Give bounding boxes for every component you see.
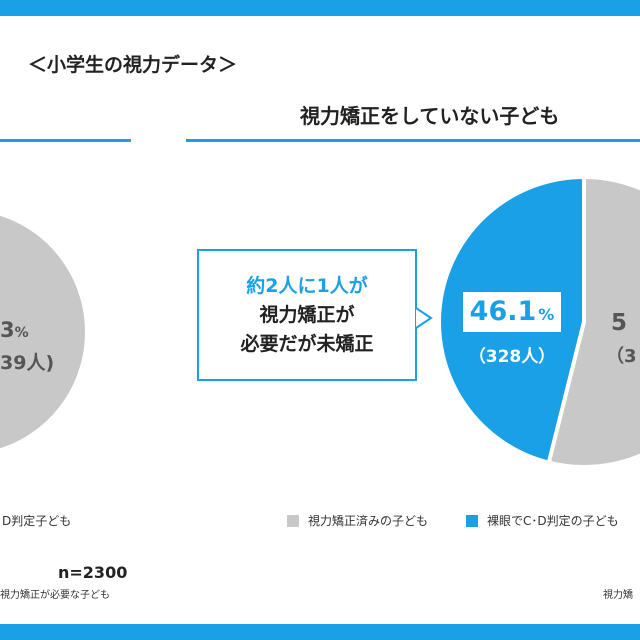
callout-line-1: 約2人に1人が: [246, 275, 368, 297]
right-title-rule: [186, 139, 640, 142]
left-legend-item: D判定子ども: [2, 512, 71, 529]
top-accent-bar: [0, 0, 640, 16]
left-legend-label: D判定子ども: [2, 514, 72, 528]
sample-size-label: n=2300: [58, 563, 128, 582]
right-footnote: 視力矯: [603, 590, 633, 601]
callout-line-3: 必要だが未矯正: [240, 333, 374, 355]
left-pie-percent: 3%: [0, 318, 29, 342]
legend-swatch-gray: [287, 514, 299, 527]
gray-slice-percent: 5: [611, 310, 628, 336]
gray-slice-count: （3: [606, 346, 637, 367]
right-pie-gray-slice: [546, 174, 640, 469]
right-chart-title: 視力矯正をしていない子ども: [300, 104, 560, 128]
blue-slice-count: （328人）: [468, 347, 556, 367]
blue-slice-percent: 46.1%: [463, 292, 561, 332]
legend-label-corrected: 視力矯正済みの子ども: [308, 514, 429, 528]
legend-label-uncorrected: 裸眼でC･D判定の子ども: [487, 514, 619, 528]
left-title-rule: [0, 139, 131, 142]
callout-pointer: [415, 307, 433, 329]
bottom-accent-bar: [0, 624, 640, 640]
left-footnote: 視力矯正が必要な子ども: [0, 590, 110, 601]
legend-item-uncorrected: 裸眼でC･D判定の子ども: [466, 512, 619, 529]
page-heading: ＜小学生の視力データ＞: [28, 54, 238, 76]
callout-box: [197, 249, 417, 381]
callout-pointer-fill: [416, 308, 431, 328]
legend-item-corrected: 視力矯正済みの子ども: [287, 512, 428, 529]
callout-line-2: 視力矯正が: [259, 304, 355, 326]
callout: 約2人に1人が 視力矯正が 必要だが未矯正: [198, 250, 416, 380]
legend-swatch-blue: [466, 514, 478, 527]
left-pie-count: 39人): [0, 352, 55, 374]
left-pie-gray-slice: [0, 215, 85, 449]
